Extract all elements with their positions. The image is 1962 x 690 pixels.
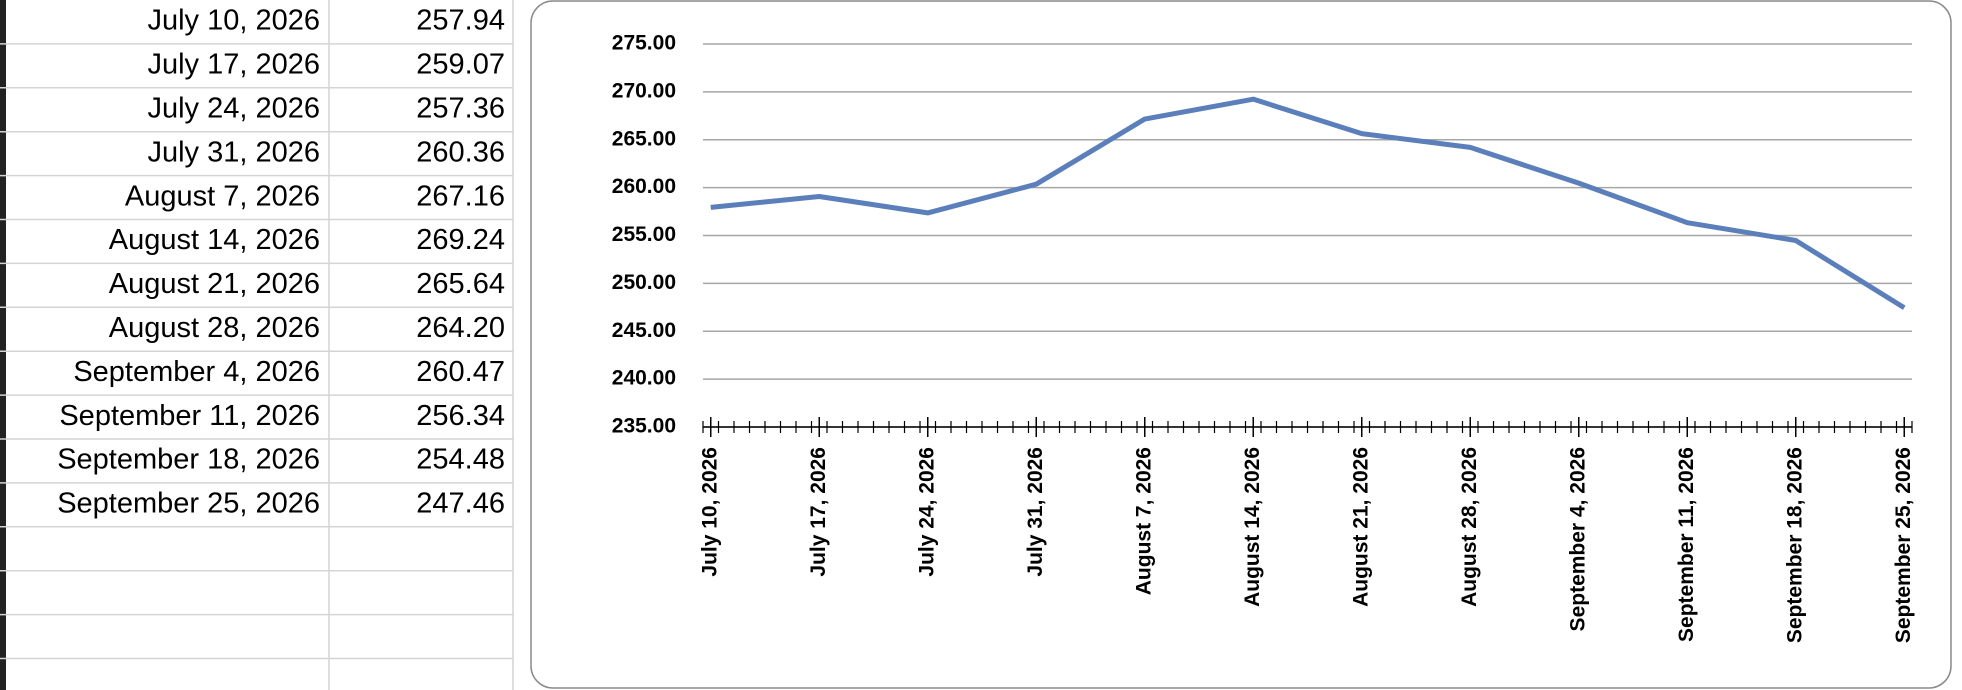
value-cell: 247.46: [416, 488, 505, 520]
date-cell: July 17, 2026: [147, 49, 320, 81]
date-cell: September 11, 2026: [59, 400, 320, 432]
x-tick-label: July 31, 2026: [1024, 447, 1047, 577]
value-cell: 257.94: [416, 5, 505, 37]
y-tick-label: 265.00: [612, 127, 676, 150]
x-tick-label: August 14, 2026: [1241, 447, 1264, 607]
data-line: [710, 96, 1906, 310]
value-cell: 257.36: [416, 92, 505, 124]
x-tick-label: July 24, 2026: [915, 447, 938, 577]
x-tick-label: August 7, 2026: [1132, 447, 1155, 595]
value-cell: 267.16: [416, 180, 505, 212]
value-cell: 256.34: [416, 400, 505, 432]
x-tick-label: August 28, 2026: [1458, 447, 1481, 607]
value-cell: 254.48: [416, 444, 505, 476]
y-tick-label: 250.00: [612, 271, 676, 294]
y-tick-label: 270.00: [612, 79, 676, 102]
date-cell: July 24, 2026: [147, 92, 320, 124]
window-edge: [0, 0, 6, 690]
y-tick-label: 245.00: [612, 319, 676, 342]
value-cell: 265.64: [416, 268, 505, 300]
value-cell: 264.20: [416, 312, 505, 344]
x-tick-label: July 10, 2026: [698, 447, 721, 577]
x-tick-label: September 25, 2026: [1892, 447, 1915, 643]
date-cell: September 25, 2026: [57, 488, 320, 520]
date-cell: July 10, 2026: [147, 5, 320, 37]
date-cell: September 18, 2026: [57, 444, 320, 476]
x-tick-label: September 4, 2026: [1566, 447, 1589, 631]
x-tick-label: August 21, 2026: [1349, 447, 1372, 607]
y-tick-label: 240.00: [612, 367, 676, 390]
date-cell: August 14, 2026: [109, 224, 320, 256]
x-tick-label: September 18, 2026: [1783, 447, 1806, 643]
date-cell: August 28, 2026: [109, 312, 320, 344]
y-tick-label: 255.00: [612, 223, 676, 246]
y-tick-label: 275.00: [612, 32, 676, 55]
chart-frame: [530, 0, 1952, 689]
value-cell: 260.47: [416, 356, 505, 388]
y-tick-label: 260.00: [612, 175, 676, 198]
y-tick-label: 235.00: [612, 415, 676, 438]
x-tick-label: September 11, 2026: [1675, 447, 1698, 642]
date-cell: August 7, 2026: [125, 180, 320, 212]
date-cell: August 21, 2026: [109, 268, 320, 300]
x-tick-label: July 17, 2026: [807, 447, 830, 577]
value-cell: 260.36: [416, 136, 505, 168]
date-cell: July 31, 2026: [147, 136, 320, 168]
value-cell: 259.07: [416, 49, 505, 81]
date-cell: September 4, 2026: [73, 356, 320, 388]
value-cell: 269.24: [416, 224, 505, 256]
